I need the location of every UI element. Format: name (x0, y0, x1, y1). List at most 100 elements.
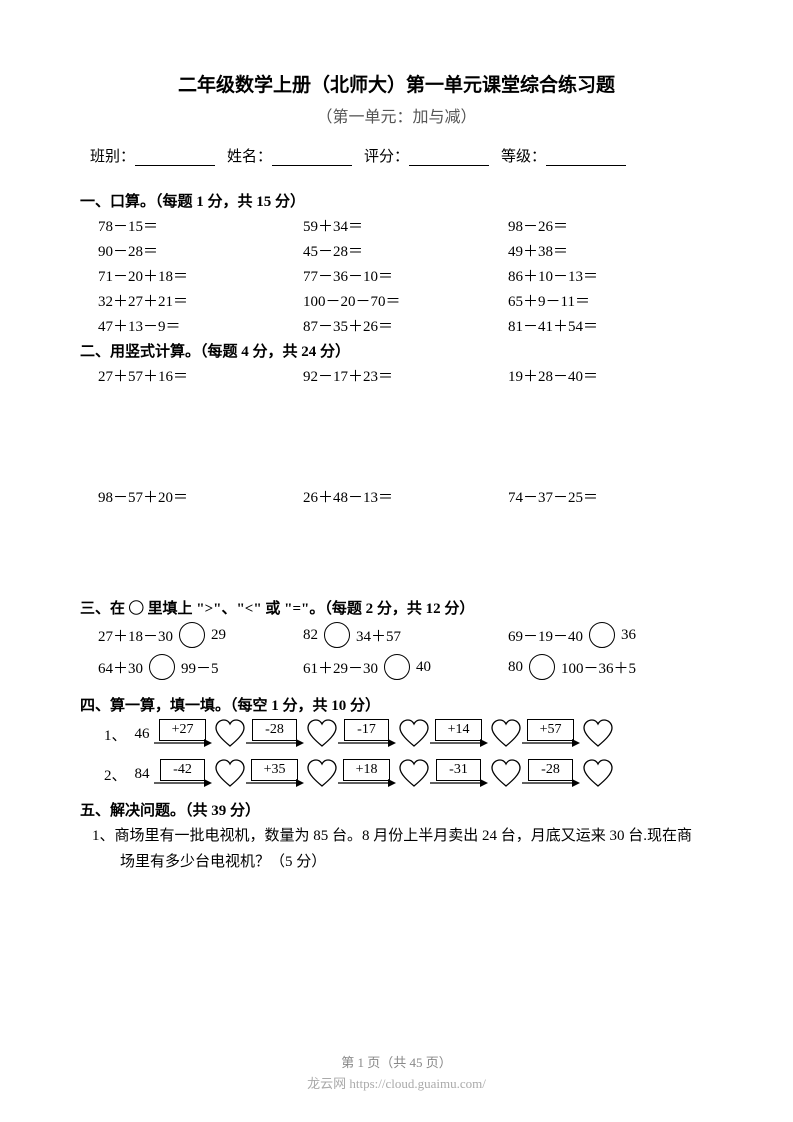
section2-row1: 27＋57＋16＝ 92－17＋23＝ 19＋28－40＝ (80, 365, 713, 386)
cmp-right: 40 (416, 659, 431, 676)
q: 98－26＝ (508, 215, 713, 236)
chain: -42+35+18-31-28 (154, 759, 614, 789)
q: 59＋34＝ (303, 215, 508, 236)
chain-label: 2、 (104, 764, 127, 785)
section3-heading: 三、在 ◯ 里填上 ">"、"<" 或 "="。（每题 2 分，共 12 分） (80, 597, 713, 618)
section5-heading: 五、解决问题。（共 39 分） (80, 799, 713, 820)
q: 32＋27＋21＝ (98, 290, 303, 311)
cmp-right: 34＋57 (356, 625, 401, 646)
q: 78－15＝ (98, 215, 303, 236)
op-step: -31 (430, 759, 488, 789)
heart-icon[interactable] (582, 719, 614, 749)
section4-container: 1、46+27-28-17+14+572、84-42+35+18-31-28 (80, 719, 713, 789)
heart-icon[interactable] (582, 759, 614, 789)
page-title: 二年级数学上册（北师大）第一单元课堂综合练习题 (80, 70, 713, 97)
section2-row2: 98－57＋20＝ 26＋48－13＝ 74－37－25＝ (80, 486, 713, 507)
chain: +27 -28 -17 +14 +57 (154, 719, 614, 749)
q: 77－36－10＝ (303, 265, 508, 286)
q: 26＋48－13＝ (303, 486, 508, 507)
chain-start: 46 (135, 726, 150, 743)
cmp-right: 29 (211, 627, 226, 644)
cmp-left: 61＋29－30 (303, 657, 378, 678)
op-step: +18 (338, 759, 396, 789)
op-step: +57 (522, 719, 580, 749)
info-row: 班别： 姓名： 评分： 等级： (80, 145, 713, 166)
grade-blank[interactable] (546, 148, 626, 166)
heart-icon[interactable] (214, 719, 246, 749)
footer: 第 1 页（共 45 页） 龙云网 https://cloud.guaimu.c… (0, 1052, 793, 1092)
q: 87－35＋26＝ (303, 315, 508, 336)
q: 90－28＝ (98, 240, 303, 261)
chain-row: 2、84-42+35+18-31-28 (80, 759, 713, 789)
compare-circle[interactable] (589, 622, 615, 648)
chain-row: 1、 46+27 -28 -17 +14 +57 (80, 719, 713, 749)
heart-icon[interactable] (214, 759, 246, 789)
q: 71－20＋18＝ (98, 265, 303, 286)
cmp-right: 100－36＋5 (561, 657, 636, 678)
q: 86＋10－13＝ (508, 265, 713, 286)
q: 92－17＋23＝ (303, 365, 508, 386)
op-step: -28 (522, 759, 580, 789)
arrow-icon (154, 737, 212, 749)
arrow-icon (522, 737, 580, 749)
name-blank[interactable] (272, 148, 352, 166)
arrow-icon (246, 777, 304, 789)
op-step: +27 (154, 719, 212, 749)
q: 65＋9－11＝ (508, 290, 713, 311)
section3-row1: 27＋18－30 29 82 34＋57 69－19－40 36 (80, 622, 713, 648)
q: 47＋13－9＝ (98, 315, 303, 336)
heart-icon[interactable] (398, 759, 430, 789)
page-subtitle: （第一单元：加与减） (80, 103, 713, 127)
arrow-icon (338, 777, 396, 789)
compare-circle[interactable] (179, 622, 205, 648)
arrow-icon (338, 737, 396, 749)
q: 19＋28－40＝ (508, 365, 713, 386)
cmp-left: 27＋18－30 (98, 625, 173, 646)
chain-start: 84 (135, 766, 150, 783)
heart-icon[interactable] (490, 719, 522, 749)
op-step: +14 (430, 719, 488, 749)
section1-heading: 一、口算。（每题 1 分，共 15 分） (80, 190, 713, 211)
section4-heading: 四、算一算，填一填。（每空 1 分，共 10 分） (80, 694, 713, 715)
cmp-left: 64＋30 (98, 657, 143, 678)
q: 100－20－70＝ (303, 290, 508, 311)
arrow-icon (154, 777, 212, 789)
q: 98－57＋20＝ (98, 486, 303, 507)
compare-circle[interactable] (149, 654, 175, 680)
cmp-right: 99－5 (181, 657, 219, 678)
arrow-icon (522, 777, 580, 789)
score-blank[interactable] (409, 148, 489, 166)
chain-label: 1、 (104, 724, 127, 745)
score-label: 评分： (364, 145, 409, 166)
footer-page: 第 1 页（共 45 页） (0, 1052, 793, 1071)
compare-circle[interactable] (529, 654, 555, 680)
heart-icon[interactable] (306, 759, 338, 789)
q: 74－37－25＝ (508, 486, 713, 507)
heart-icon[interactable] (398, 719, 430, 749)
arrow-icon (246, 737, 304, 749)
q: 49＋38＝ (508, 240, 713, 261)
op-step: -28 (246, 719, 304, 749)
cmp-left: 82 (303, 627, 318, 644)
q: 27＋57＋16＝ (98, 365, 303, 386)
heart-icon[interactable] (490, 759, 522, 789)
cmp-left: 69－19－40 (508, 625, 583, 646)
cmp-left: 80 (508, 659, 523, 676)
class-label: 班别： (90, 145, 135, 166)
compare-circle[interactable] (324, 622, 350, 648)
compare-circle[interactable] (384, 654, 410, 680)
word-problem-1: 1、商场里有一批电视机，数量为 85 台。8 月份上半月卖出 24 台，月底又运… (80, 824, 713, 875)
op-step: -17 (338, 719, 396, 749)
cmp-right: 36 (621, 627, 636, 644)
arrow-icon (430, 777, 488, 789)
heart-icon[interactable] (306, 719, 338, 749)
op-step: -42 (154, 759, 212, 789)
section2-heading: 二、用竖式计算。（每题 4 分，共 24 分） (80, 340, 713, 361)
grade-label: 等级： (501, 145, 546, 166)
q: 45－28＝ (303, 240, 508, 261)
class-blank[interactable] (135, 148, 215, 166)
section3-row2: 64＋30 99－5 61＋29－30 40 80 100－36＋5 (80, 654, 713, 680)
arrow-icon (430, 737, 488, 749)
name-label: 姓名： (227, 145, 272, 166)
q: 81－41＋54＝ (508, 315, 713, 336)
